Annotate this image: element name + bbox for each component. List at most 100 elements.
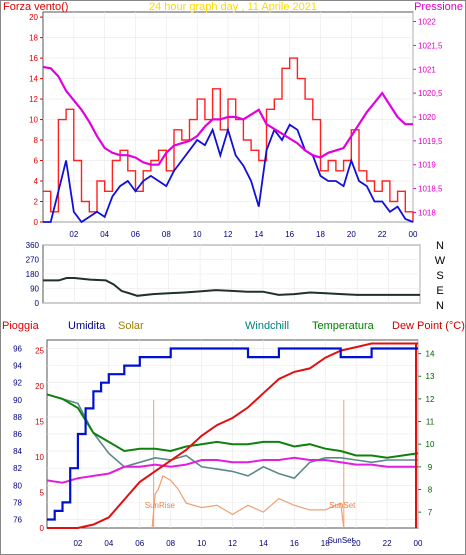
gust-series-line <box>43 57 414 222</box>
rain-series-line <box>47 342 418 529</box>
humidity-tick-label: 78 <box>13 498 22 507</box>
wind-left-tick-label: 12 <box>29 95 38 104</box>
wind-left-tick-label: 18 <box>29 34 38 43</box>
compass-label: S <box>436 270 443 282</box>
temp-x-tick: 04 <box>104 539 113 548</box>
humidity-tick-label: 90 <box>13 396 22 405</box>
wind-left-tick-label: 4 <box>34 177 39 186</box>
temp-tick-label: 9 <box>428 463 433 472</box>
wind-x-tick: 02 <box>69 230 78 239</box>
wind-left-tick-label: 6 <box>34 157 39 166</box>
wind-x-tick: 00 <box>409 230 418 239</box>
pressure-tick-label: 1018,5 <box>418 185 443 194</box>
wind-left-tick-label: 2 <box>34 198 39 207</box>
wind-left-tick-label: 0 <box>34 218 39 227</box>
wind-x-tick: 08 <box>162 230 171 239</box>
pressure-tick-label: 1022 <box>418 18 436 27</box>
pressure-tick-label: 1020,5 <box>418 89 443 98</box>
temperature-series-line <box>46 393 419 459</box>
humidity-tick-label: 86 <box>13 430 22 439</box>
legend-item: Temperatura <box>312 320 375 332</box>
humidity-tick-label: 82 <box>13 464 22 473</box>
humidity-tick-label: 88 <box>13 413 22 422</box>
temp-tick-label: 10 <box>426 440 435 449</box>
direction-tick-label: 360 <box>26 241 40 250</box>
compass-label: E <box>436 285 443 297</box>
rain-tick-label: 25 <box>35 347 44 356</box>
temp-x-tick: 00 <box>414 539 423 548</box>
pressure-tick-label: 1021,5 <box>418 41 443 50</box>
humidity-tick-label: 96 <box>13 345 22 354</box>
legend-item: Umidita <box>68 320 106 332</box>
temp-tick-label: 11 <box>426 418 435 427</box>
wind-x-tick: 10 <box>193 230 202 239</box>
chart-title: 24 hour graph day , 11 Aprile 2021 <box>149 1 317 13</box>
temp-x-tick: 06 <box>135 539 144 548</box>
solar-series-line <box>151 475 345 529</box>
wind-left-tick-label: 20 <box>29 13 38 22</box>
temp-x-tick: 18 <box>321 539 330 548</box>
temp-tick-label: 13 <box>426 372 435 381</box>
wind-x-tick: 06 <box>131 230 140 239</box>
pressure-axis-title: Pressione <box>414 1 463 13</box>
temp-x-tick: 02 <box>73 539 82 548</box>
wind-axis-title: Forza vento() <box>3 1 68 13</box>
rain-tick-label: 15 <box>35 418 44 427</box>
pressure-tick-label: 1019,5 <box>418 137 443 146</box>
direction-tick-label: 180 <box>26 270 40 279</box>
sunset-axis-label: SunSet <box>328 536 355 545</box>
wind-left-tick-label: 14 <box>29 75 38 84</box>
sunset-label: SunSet <box>329 501 356 510</box>
temp-x-tick: 22 <box>383 539 392 548</box>
wind-left-tick-label: 8 <box>34 136 39 145</box>
direction-tick-label: 0 <box>35 299 40 308</box>
legend-item: Dew Point (°C) <box>392 320 465 332</box>
wind-series-line <box>43 123 414 224</box>
wind-x-tick: 16 <box>285 230 294 239</box>
humidity-tick-label: 80 <box>13 481 22 490</box>
windchill-series-line <box>46 393 418 480</box>
humidity-tick-label: 92 <box>13 379 22 388</box>
wind-x-tick: 14 <box>254 230 263 239</box>
humidity-series-line <box>47 347 418 521</box>
wind-x-tick: 12 <box>224 230 233 239</box>
direction-tick-label: 270 <box>26 256 40 265</box>
temp-tick-label: 14 <box>426 350 435 359</box>
rain-tick-label: 10 <box>35 453 44 462</box>
rain-tick-label: 5 <box>40 489 45 498</box>
humidity-tick-label: 84 <box>13 447 22 456</box>
pressure-tick-label: 1018 <box>418 208 436 217</box>
dewpoint-series-line <box>46 456 418 484</box>
temp-tick-label: 8 <box>428 485 433 494</box>
pressure-tick-label: 1019 <box>418 161 436 170</box>
legend-item: Solar <box>118 320 144 332</box>
rain-tick-label: 0 <box>40 524 45 533</box>
sunrise-label: SunRise <box>145 501 176 510</box>
humidity-tick-label: 94 <box>13 362 22 371</box>
temp-x-tick: 14 <box>259 539 268 548</box>
compass-label: W <box>435 255 446 267</box>
humidity-tick-label: 76 <box>13 515 22 524</box>
wind-x-tick: 20 <box>347 230 356 239</box>
temp-x-tick: 08 <box>166 539 175 548</box>
wind-x-tick: 18 <box>316 230 325 239</box>
direction-series-line <box>43 277 420 297</box>
legend-item: Windchill <box>245 320 289 332</box>
pressure-tick-label: 1021 <box>418 65 436 74</box>
pressure-tick-label: 1020 <box>418 113 436 122</box>
wind-x-tick: 04 <box>100 230 109 239</box>
temp-tick-label: 12 <box>426 395 435 404</box>
legend-item: Pioggia <box>2 320 40 332</box>
wind-x-tick: 22 <box>378 230 387 239</box>
pressure-series-line <box>42 65 413 166</box>
wind-left-tick-label: 10 <box>29 116 38 125</box>
temp-x-tick: 20 <box>352 539 361 548</box>
temp-x-tick: 16 <box>290 539 299 548</box>
compass-label: N <box>436 300 444 312</box>
temp-x-tick: 12 <box>228 539 237 548</box>
temp-x-tick: 10 <box>197 539 206 548</box>
rain-tick-label: 20 <box>35 382 44 391</box>
temp-tick-label: 7 <box>428 508 433 517</box>
